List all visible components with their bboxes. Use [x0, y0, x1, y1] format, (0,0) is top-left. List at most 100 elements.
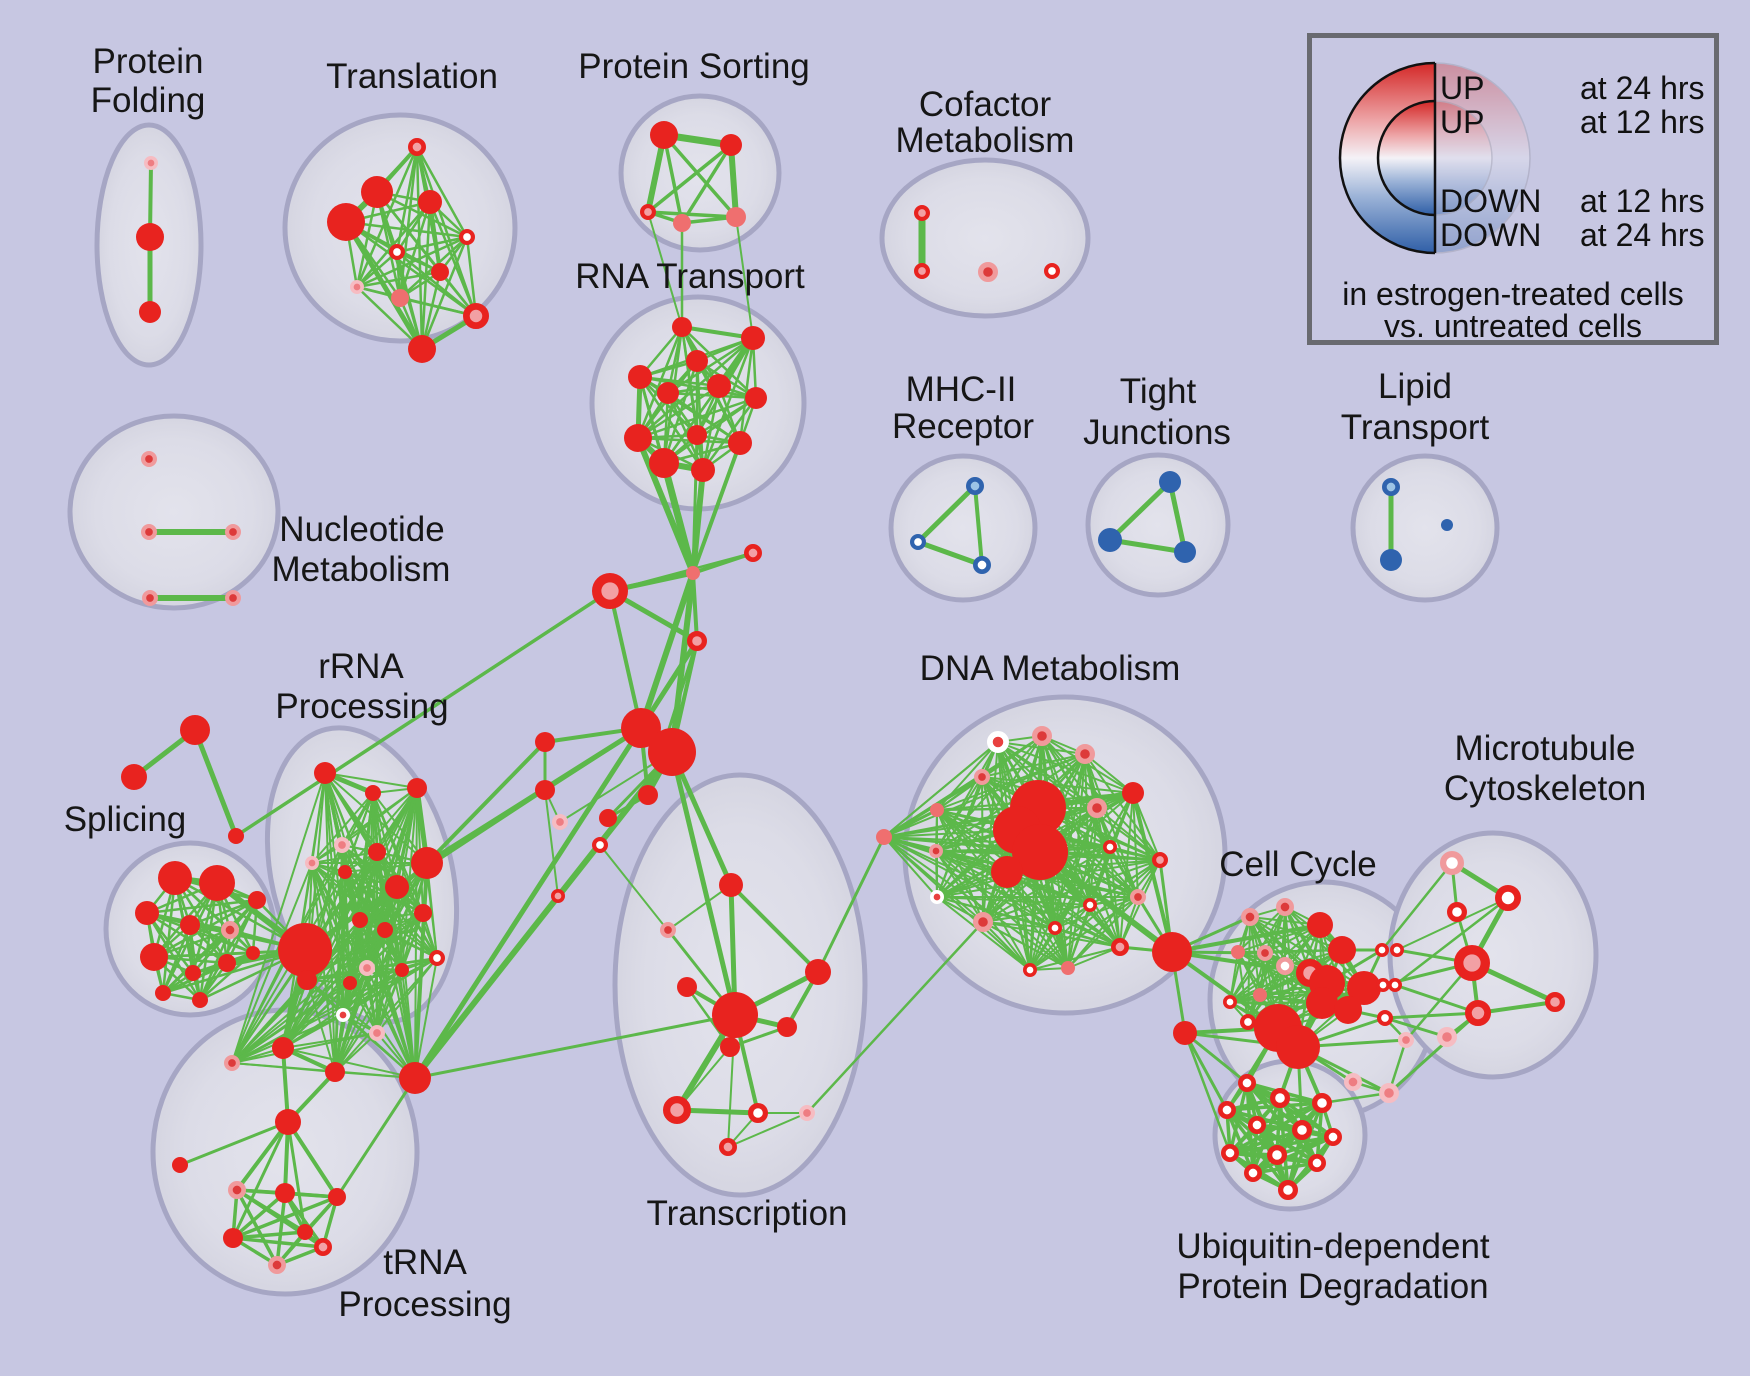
network-node[interactable]	[1122, 782, 1144, 804]
network-node[interactable]	[1220, 1143, 1239, 1162]
network-node[interactable]	[747, 1102, 768, 1123]
network-node[interactable]	[552, 814, 569, 831]
network-node[interactable]	[1381, 477, 1400, 496]
network-node[interactable]	[805, 959, 831, 985]
network-node[interactable]	[649, 448, 679, 478]
network-node[interactable]	[140, 943, 168, 971]
network-node[interactable]	[1306, 987, 1338, 1019]
network-node[interactable]	[914, 262, 931, 279]
network-node[interactable]	[224, 1054, 241, 1071]
network-node[interactable]	[225, 590, 242, 607]
network-node[interactable]	[333, 837, 350, 854]
network-node[interactable]	[663, 1096, 692, 1125]
network-node[interactable]	[720, 134, 742, 156]
network-node[interactable]	[1397, 1031, 1414, 1048]
network-node[interactable]	[777, 1017, 797, 1037]
network-node[interactable]	[1266, 1144, 1287, 1165]
network-node[interactable]	[418, 190, 442, 214]
network-node[interactable]	[144, 156, 159, 171]
network-node[interactable]	[350, 280, 365, 295]
network-node[interactable]	[1334, 996, 1362, 1024]
network-node[interactable]	[1243, 1163, 1262, 1182]
network-node[interactable]	[358, 960, 375, 977]
network-node[interactable]	[691, 458, 715, 482]
network-node[interactable]	[1454, 944, 1491, 981]
network-node[interactable]	[1256, 945, 1273, 962]
network-node[interactable]	[1275, 898, 1294, 917]
network-node[interactable]	[142, 590, 159, 607]
network-node[interactable]	[986, 730, 1009, 753]
network-node[interactable]	[1544, 991, 1565, 1012]
network-node[interactable]	[121, 764, 147, 790]
network-node[interactable]	[648, 728, 696, 776]
network-node[interactable]	[930, 803, 944, 817]
network-node[interactable]	[313, 1237, 332, 1256]
network-node[interactable]	[1231, 945, 1245, 959]
network-node[interactable]	[407, 778, 427, 798]
network-node[interactable]	[1495, 885, 1522, 912]
network-node[interactable]	[431, 263, 449, 281]
network-node[interactable]	[973, 556, 992, 575]
network-node[interactable]	[1307, 912, 1333, 938]
network-node[interactable]	[1047, 921, 1062, 936]
network-node[interactable]	[1239, 1014, 1256, 1031]
network-node[interactable]	[314, 762, 336, 784]
network-node[interactable]	[428, 950, 445, 967]
network-node[interactable]	[246, 946, 260, 960]
network-node[interactable]	[395, 963, 409, 977]
network-node[interactable]	[1343, 1072, 1362, 1091]
network-node[interactable]	[1173, 1021, 1197, 1045]
network-node[interactable]	[741, 326, 765, 350]
network-node[interactable]	[719, 1137, 738, 1156]
network-node[interactable]	[726, 207, 746, 227]
network-node[interactable]	[1086, 797, 1107, 818]
network-node[interactable]	[744, 544, 763, 563]
network-node[interactable]	[180, 915, 200, 935]
network-node[interactable]	[135, 901, 159, 925]
network-node[interactable]	[220, 921, 239, 940]
network-node[interactable]	[1276, 1025, 1320, 1069]
network-node[interactable]	[1378, 1082, 1399, 1103]
network-node[interactable]	[657, 382, 679, 404]
network-node[interactable]	[876, 829, 892, 845]
network-node[interactable]	[267, 1255, 286, 1274]
network-node[interactable]	[677, 977, 697, 997]
network-node[interactable]	[328, 1188, 346, 1206]
network-node[interactable]	[1174, 541, 1196, 563]
network-node[interactable]	[650, 121, 678, 149]
network-node[interactable]	[1102, 840, 1117, 855]
network-node[interactable]	[592, 837, 609, 854]
network-node[interactable]	[972, 911, 993, 932]
network-node[interactable]	[1291, 1119, 1312, 1140]
network-node[interactable]	[914, 205, 931, 222]
network-node[interactable]	[411, 847, 443, 879]
network-node[interactable]	[686, 350, 708, 372]
network-node[interactable]	[361, 176, 393, 208]
network-node[interactable]	[158, 861, 192, 895]
network-node[interactable]	[930, 890, 945, 905]
network-node[interactable]	[1082, 898, 1097, 913]
network-node[interactable]	[1043, 262, 1060, 279]
network-node[interactable]	[1240, 908, 1259, 927]
network-node[interactable]	[352, 912, 368, 928]
network-node[interactable]	[1012, 824, 1068, 880]
network-node[interactable]	[368, 1024, 385, 1041]
network-node[interactable]	[463, 303, 490, 330]
network-node[interactable]	[1022, 963, 1037, 978]
network-node[interactable]	[1374, 943, 1389, 958]
network-node[interactable]	[343, 976, 357, 990]
network-node[interactable]	[223, 1228, 243, 1248]
network-node[interactable]	[141, 450, 158, 467]
network-node[interactable]	[1237, 1073, 1256, 1092]
network-node[interactable]	[1387, 978, 1402, 993]
network-node[interactable]	[1375, 978, 1390, 993]
network-node[interactable]	[535, 732, 555, 752]
network-node[interactable]	[1159, 471, 1181, 493]
network-node[interactable]	[1389, 943, 1404, 958]
network-node[interactable]	[139, 301, 161, 323]
network-node[interactable]	[712, 992, 758, 1038]
network-node[interactable]	[1253, 988, 1267, 1002]
network-node[interactable]	[1222, 995, 1237, 1010]
network-node[interactable]	[388, 244, 405, 261]
network-node[interactable]	[686, 566, 700, 580]
